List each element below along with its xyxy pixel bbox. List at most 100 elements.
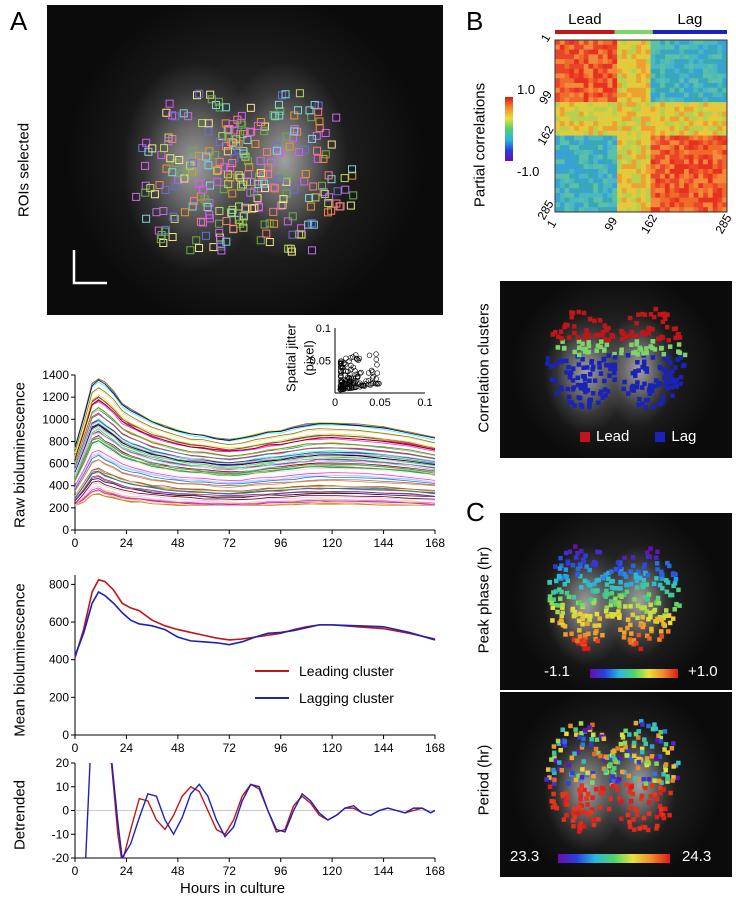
matrix-cell	[583, 111, 589, 117]
phase-roi	[666, 629, 671, 634]
matrix-cell	[607, 173, 613, 179]
phase-roi	[636, 632, 642, 638]
matrix-cell	[688, 63, 694, 69]
roi-box	[159, 207, 168, 216]
matrix-cell	[617, 102, 623, 108]
period-roi	[549, 757, 554, 762]
matrix-cell	[602, 59, 608, 65]
raw-trace	[74, 420, 436, 471]
matrix-cell	[703, 140, 709, 146]
period-roi	[592, 751, 597, 757]
matrix-cell	[693, 192, 699, 198]
matrix-cell	[555, 63, 561, 69]
period-roi	[582, 728, 588, 733]
colorbar-min-label: -1.0	[517, 164, 539, 179]
matrix-cell	[559, 97, 565, 103]
matrix-cell	[669, 202, 675, 208]
cluster-roi	[657, 381, 662, 386]
matrix-cell	[631, 111, 637, 117]
matrix-cell	[607, 73, 613, 79]
matrix-cell	[564, 92, 570, 98]
phase-roi	[628, 581, 634, 587]
matrix-cell	[621, 188, 627, 194]
matrix-cell	[698, 207, 704, 213]
matrix-cell	[564, 207, 570, 213]
cluster-roi	[682, 352, 688, 358]
matrix-cell	[693, 59, 699, 65]
matrix-cell	[698, 68, 704, 74]
period-roi	[560, 727, 565, 733]
cluster-roi	[550, 332, 556, 337]
matrix-cell	[660, 173, 666, 179]
matrix-cell	[617, 173, 623, 179]
cluster-roi	[652, 347, 658, 352]
phase-roi	[646, 592, 652, 597]
matrix-cell	[636, 140, 642, 146]
cluster-roi	[619, 347, 624, 353]
matrix-cell	[650, 106, 656, 112]
matrix-cell	[660, 68, 666, 74]
matrix-cell	[703, 87, 709, 93]
matrix-cell	[722, 149, 728, 155]
matrix-cell	[559, 149, 565, 155]
roi-box	[188, 202, 197, 211]
period-roi	[627, 789, 633, 795]
matrix-cell	[626, 140, 632, 146]
period-roi	[585, 791, 591, 797]
matrix-cell	[679, 59, 685, 65]
matrix-cell	[593, 92, 599, 98]
matrix-cell	[717, 44, 723, 50]
matrix-cell	[593, 192, 599, 198]
matrix-cell	[707, 73, 713, 79]
phase-roi	[655, 595, 661, 601]
matrix-cell	[693, 159, 699, 165]
matrix-cell	[617, 140, 623, 146]
matrix-cell	[602, 154, 608, 160]
phase-roi	[583, 635, 588, 640]
matrix-cell	[698, 116, 704, 122]
roi-box	[282, 177, 291, 186]
matrix-cell	[655, 130, 661, 136]
matrix-cell	[588, 173, 594, 179]
period-roi	[590, 732, 596, 738]
matrix-cell	[707, 207, 713, 213]
cluster-roi	[669, 384, 675, 390]
cluster-roi	[623, 334, 628, 340]
period-ylabel: Period (hr)	[475, 744, 493, 816]
cluster-roi	[581, 310, 587, 316]
matrix-cell	[712, 116, 718, 122]
cluster-roi	[651, 404, 656, 410]
phase-roi	[604, 605, 609, 610]
cluster-roi	[650, 339, 655, 344]
matrix-cell	[602, 135, 608, 141]
matrix-cell	[555, 159, 561, 165]
cluster-roi	[677, 335, 683, 340]
matrix-cell	[703, 102, 709, 108]
matrix-cell	[564, 40, 570, 46]
matrix-cell	[698, 97, 704, 103]
cluster-roi	[646, 330, 651, 336]
phase-roi	[633, 572, 639, 578]
matrix-cell	[559, 102, 565, 108]
matrix-cell	[660, 92, 666, 98]
cluster-roi	[670, 369, 675, 374]
cluster-roi	[563, 322, 568, 327]
matrix-cell	[588, 44, 594, 50]
raw-trace	[74, 467, 436, 497]
matrix-cell	[707, 102, 713, 108]
matrix-cell	[679, 63, 685, 69]
roi-box	[202, 152, 211, 161]
roi-box	[142, 138, 151, 147]
roi-box	[256, 236, 265, 245]
raw-trace	[74, 432, 436, 477]
matrix-cell	[602, 197, 608, 203]
phase-roi	[584, 564, 589, 569]
matrix-cell	[612, 40, 618, 46]
matrix-cell	[559, 154, 565, 160]
period-roi	[662, 806, 668, 812]
cluster-roi	[597, 318, 603, 323]
matrix-cell	[617, 145, 623, 151]
period-roi	[645, 827, 651, 833]
period-roi	[551, 767, 556, 773]
matrix-cell	[626, 106, 632, 112]
